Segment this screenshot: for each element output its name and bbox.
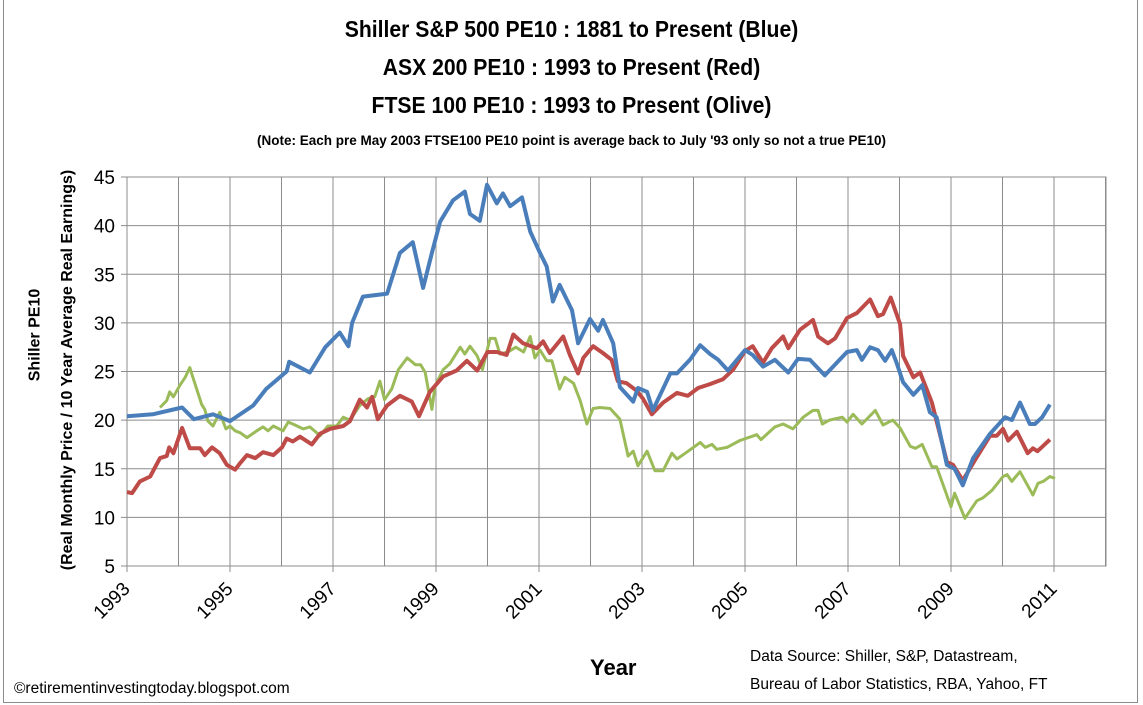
x-tick-label: 2005 [708, 579, 753, 624]
y-tick-label: 30 [94, 314, 115, 335]
chart-title-line-2: ASX 200 PE10 : 1993 to Present (Red) [382, 54, 761, 80]
sp500-pe10-line [126, 182, 1052, 488]
x-tick-label: 2011 [1018, 579, 1062, 623]
y-tick-label: 15 [94, 460, 115, 481]
x-tick-label: 1999 [399, 579, 444, 624]
x-tick-label: 1997 [296, 579, 341, 624]
y-tick-label: 35 [94, 265, 115, 286]
x-tick-label: 2009 [914, 579, 959, 624]
asx200-pe10-line [126, 295, 1052, 496]
x-tick-label: 2003 [605, 579, 650, 624]
data-source-line-1: Data Source: Shiller, S&P, Datastream, [750, 648, 1018, 665]
y-tick-label: 45 [94, 168, 115, 189]
y-tick-label: 5 [104, 557, 115, 578]
x-tick-label: 2001 [502, 579, 547, 624]
y-tick-label: 20 [94, 411, 115, 432]
x-axis-title: Year [590, 655, 637, 680]
x-tick-label: 2007 [811, 579, 856, 624]
chart-title-line-1: Shiller S&P 500 PE10 : 1881 to Present (… [344, 16, 799, 42]
copyright-text: ©retirementinvestingtoday.blogspot.com [14, 680, 290, 697]
y-tick-label: 25 [94, 363, 115, 384]
y-tick-label: 10 [94, 508, 115, 529]
y-axis-title-line-2: (Real Monthly Price / 10 Year Average Re… [59, 169, 77, 571]
x-tick-label: 1993 [90, 579, 135, 624]
y-axis-title-line-1: Shiller PE10 [25, 288, 43, 382]
y-tick-label: 40 [94, 217, 115, 238]
chart-border [3, 0, 1138, 703]
ftse100-pe10-line [158, 335, 1056, 520]
plot-border [126, 176, 1107, 567]
chart-note: (Note: Each pre May 2003 FTSE100 PE10 po… [257, 133, 886, 148]
data-source-line-2: Bureau of Labor Statistics, RBA, Yahoo, … [750, 676, 1048, 693]
chart-title-line-3: FTSE 100 PE10 : 1993 to Present (Olive) [371, 92, 772, 118]
x-tick-label: 1995 [193, 579, 238, 624]
